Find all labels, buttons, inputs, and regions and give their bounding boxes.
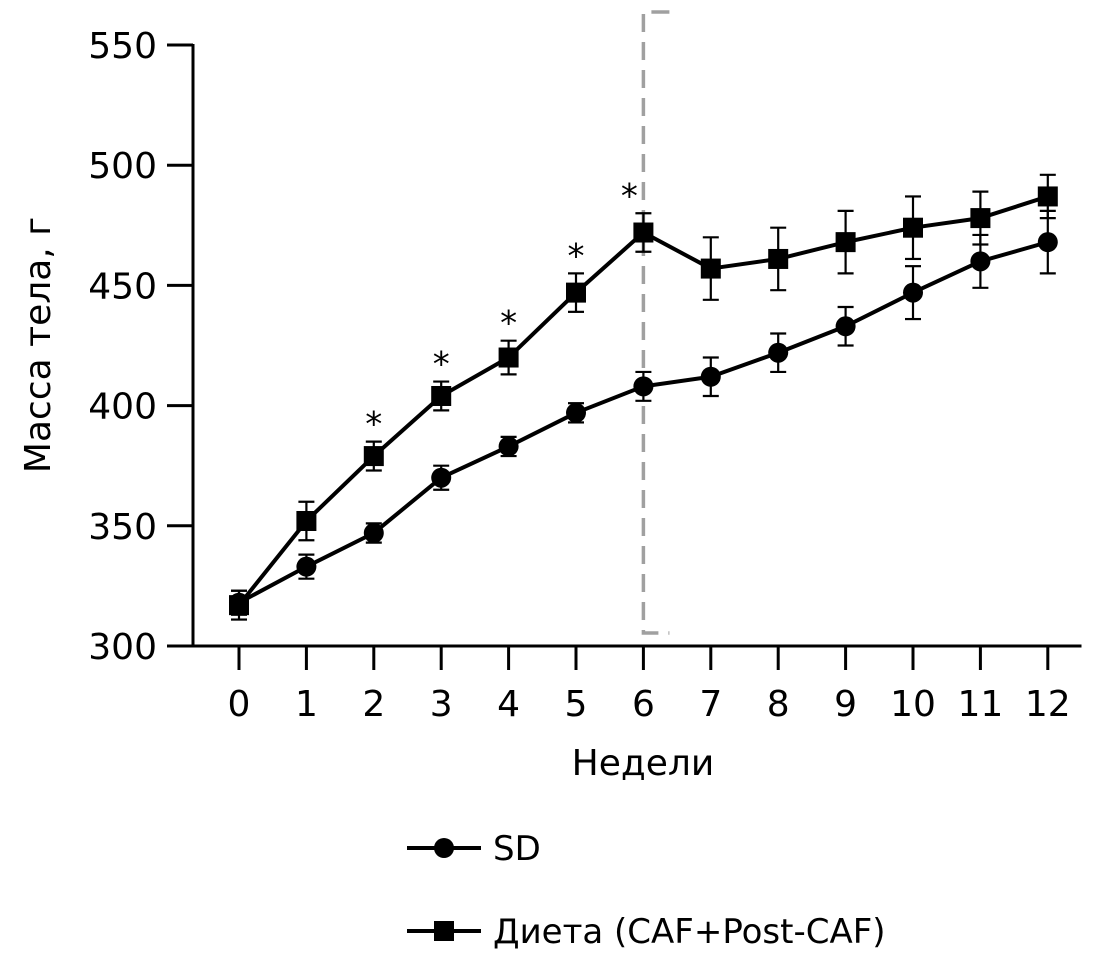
x-tick-label: 12 <box>1025 684 1071 725</box>
legend-label-sd: SD <box>493 829 541 869</box>
x-tick-label: 0 <box>228 684 251 725</box>
phase-marker <box>641 10 670 635</box>
x-tick-label: 6 <box>632 684 655 725</box>
x-tick-label: 8 <box>767 684 790 725</box>
data-point <box>700 366 721 387</box>
x-axis-title: Недели <box>572 743 715 784</box>
data-point <box>903 282 923 303</box>
x-tick-label: 10 <box>890 684 936 725</box>
x-tick-label: 3 <box>430 684 453 725</box>
data-point <box>296 510 317 531</box>
axes <box>191 44 1082 648</box>
y-tick-label: 350 <box>88 507 157 548</box>
data-point <box>498 436 519 457</box>
y-tick-label: 550 <box>88 26 157 67</box>
data-point <box>431 385 452 406</box>
y-tick-label: 400 <box>88 387 157 428</box>
x-tick-label: 5 <box>565 684 588 725</box>
legend-circle-marker-icon <box>434 838 454 858</box>
data-point <box>835 232 856 253</box>
significance-asterisk: * <box>433 345 450 385</box>
x-tick-label: 1 <box>295 684 318 725</box>
phase-divider-line <box>641 10 670 635</box>
series <box>229 173 1058 621</box>
significance-asterisk: * <box>568 236 585 276</box>
x-tick-label: 2 <box>362 684 385 725</box>
significance-asterisk: * <box>500 304 517 344</box>
y-tick-label: 300 <box>88 627 157 668</box>
data-point <box>970 251 991 272</box>
data-point <box>970 208 991 229</box>
data-point <box>498 347 519 368</box>
data-point <box>633 376 654 397</box>
x-tick-label: 11 <box>957 684 1003 725</box>
y-tick-label: 500 <box>88 146 157 187</box>
x-tick-label: 9 <box>834 684 857 725</box>
data-point <box>296 556 317 577</box>
data-point <box>768 342 789 363</box>
data-point <box>566 282 586 303</box>
series-diet <box>229 173 1058 621</box>
data-point <box>363 446 384 467</box>
x-tick-label: 7 <box>699 684 722 725</box>
data-point <box>700 258 721 279</box>
x-axis-ticks: 0 1 2 3 4 5 6 7 8 9 10 11 12 <box>228 646 1071 725</box>
y-axis-ticks: 300 350 400 450 500 550 <box>88 26 193 668</box>
legend: SD Диета (CAF+Post-CAF) <box>407 829 886 952</box>
data-point <box>363 523 384 544</box>
data-point <box>768 248 789 269</box>
data-point <box>566 402 586 423</box>
data-point <box>903 217 923 238</box>
x-tick-label: 4 <box>497 684 520 725</box>
data-point <box>835 316 856 337</box>
data-point <box>229 595 249 616</box>
data-point <box>1037 232 1058 253</box>
data-point <box>1037 186 1058 207</box>
legend-item-diet: Диета (CAF+Post-CAF) <box>407 912 886 952</box>
significance-asterisk: * <box>621 176 638 216</box>
legend-label-diet: Диета (CAF+Post-CAF) <box>493 912 886 952</box>
legend-square-marker-icon <box>434 921 454 941</box>
significance-asterisk: * <box>365 405 382 445</box>
y-axis-title: Масса тела, г <box>18 217 59 473</box>
significance-marks: * * * * * <box>365 176 638 444</box>
y-tick-label: 450 <box>88 266 157 307</box>
legend-item-sd: SD <box>407 829 541 869</box>
data-point <box>431 467 452 488</box>
data-point <box>633 222 654 243</box>
